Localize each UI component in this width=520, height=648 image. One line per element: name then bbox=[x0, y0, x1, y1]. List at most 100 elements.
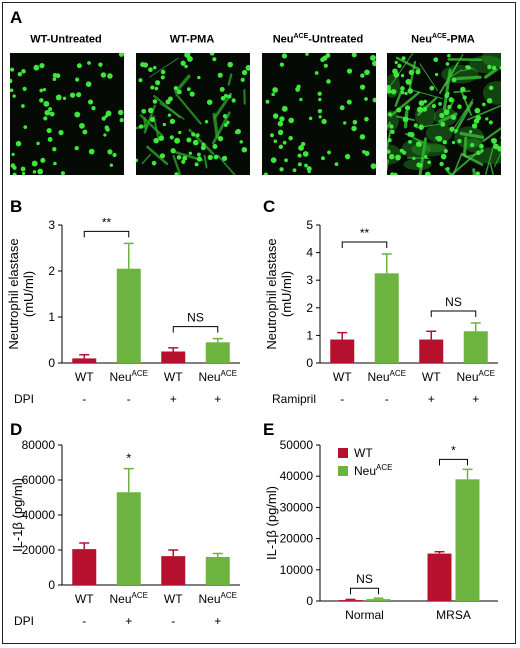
cell-dot bbox=[362, 150, 366, 154]
cell-dot bbox=[270, 157, 277, 164]
cell-dot bbox=[169, 118, 176, 125]
bar bbox=[72, 549, 97, 585]
net-strand bbox=[451, 98, 474, 133]
cell-dot bbox=[488, 85, 494, 91]
cell-dot bbox=[79, 122, 85, 129]
cell-dot bbox=[150, 85, 155, 90]
bar bbox=[366, 599, 391, 601]
cell-dot bbox=[21, 69, 26, 74]
treatment-label: DPI bbox=[14, 392, 34, 406]
cell-dot bbox=[397, 63, 402, 69]
net-strand bbox=[175, 93, 202, 125]
net-strand bbox=[482, 127, 501, 142]
significance-bracket bbox=[172, 326, 219, 333]
cell-dot bbox=[491, 65, 497, 71]
cell-dot bbox=[195, 133, 200, 138]
treatment-sign: - bbox=[385, 392, 389, 406]
significance-label: * bbox=[451, 443, 456, 457]
cell-dot bbox=[272, 113, 279, 119]
y-tick-label: 30000 bbox=[280, 500, 314, 514]
cell-dot bbox=[118, 53, 124, 57]
cell-dot bbox=[499, 66, 501, 70]
cell-dot bbox=[446, 167, 450, 171]
cell-dot bbox=[339, 105, 345, 111]
treatment-sign: - bbox=[82, 614, 86, 628]
cell-dot bbox=[82, 129, 88, 135]
cell-dot bbox=[408, 140, 412, 144]
cell-dot bbox=[418, 100, 425, 106]
cell-dot bbox=[500, 136, 501, 140]
cell-dot bbox=[295, 86, 301, 92]
net-cloud bbox=[387, 144, 402, 165]
cell-dot bbox=[457, 104, 462, 109]
cell-dot bbox=[480, 149, 484, 153]
cell-dot bbox=[151, 160, 157, 166]
net-strand bbox=[146, 145, 169, 166]
cell-dot bbox=[105, 127, 110, 132]
cell-dot bbox=[43, 100, 50, 107]
net-strand bbox=[211, 111, 231, 145]
cell-dot bbox=[74, 111, 81, 118]
cell-dot bbox=[438, 102, 442, 106]
cell-dot bbox=[460, 86, 466, 93]
cell-dot bbox=[490, 138, 495, 143]
cell-dot bbox=[271, 92, 275, 97]
cell-dot bbox=[272, 87, 278, 93]
significance-label: ** bbox=[360, 226, 370, 240]
cell-dot bbox=[49, 111, 55, 117]
cell-dot bbox=[170, 148, 176, 154]
cell-dot bbox=[85, 81, 92, 87]
cell-dot bbox=[364, 116, 369, 122]
cell-dot bbox=[55, 94, 62, 101]
cell-dot bbox=[105, 110, 112, 117]
cell-dot bbox=[475, 171, 481, 175]
bar bbox=[455, 479, 480, 601]
cell-dot bbox=[372, 97, 376, 103]
cell-dot bbox=[107, 149, 113, 155]
cell-dot bbox=[404, 105, 411, 111]
net-cloud bbox=[454, 126, 485, 149]
cell-dot bbox=[138, 78, 143, 83]
cell-dot bbox=[470, 142, 475, 148]
cell-dot bbox=[471, 123, 478, 129]
cell-dot bbox=[292, 168, 297, 173]
cell-dot bbox=[153, 137, 159, 144]
cell-dot bbox=[427, 160, 432, 165]
significance-bracket bbox=[341, 241, 388, 248]
cell-dot bbox=[434, 72, 439, 77]
bar bbox=[374, 273, 399, 363]
cell-dot bbox=[184, 53, 191, 58]
cell-dot bbox=[36, 141, 40, 146]
cell-dot bbox=[387, 84, 391, 91]
cell-dot bbox=[417, 106, 423, 113]
net-strand bbox=[453, 101, 474, 134]
net-cloud bbox=[499, 140, 501, 146]
x-tick-label: NeuACE bbox=[457, 369, 495, 384]
cell-dot bbox=[389, 124, 394, 129]
cell-dot bbox=[346, 99, 352, 105]
chart-c: 0 1 2 3 4 5 Neutrophil elastase (mU/ml) WT - NeuAC… bbox=[264, 218, 498, 406]
cell-dot bbox=[422, 106, 428, 112]
y-tick-label: 2 bbox=[48, 264, 55, 278]
y-tick-label: 2 bbox=[306, 301, 313, 315]
net-strand bbox=[395, 56, 421, 71]
bar bbox=[72, 358, 97, 363]
cell-dot bbox=[207, 154, 213, 161]
y-tick-label: 50000 bbox=[280, 438, 314, 452]
cell-dot bbox=[273, 139, 278, 143]
cell-dot bbox=[162, 122, 167, 127]
cell-dot bbox=[465, 65, 470, 70]
cell-dot bbox=[482, 102, 486, 107]
x-tick-label: MRSA bbox=[436, 608, 471, 622]
y-tick-label: 0 bbox=[306, 594, 313, 608]
cell-dot bbox=[302, 151, 309, 157]
cell-dot bbox=[138, 124, 144, 129]
cell-dot bbox=[176, 155, 182, 160]
net-strand bbox=[153, 94, 182, 119]
treatment-sign: + bbox=[170, 392, 177, 406]
cell-dot bbox=[234, 130, 239, 135]
net-strand bbox=[418, 137, 428, 175]
cell-dot bbox=[394, 60, 398, 65]
net-strand bbox=[439, 62, 459, 95]
cell-dot bbox=[485, 117, 489, 121]
